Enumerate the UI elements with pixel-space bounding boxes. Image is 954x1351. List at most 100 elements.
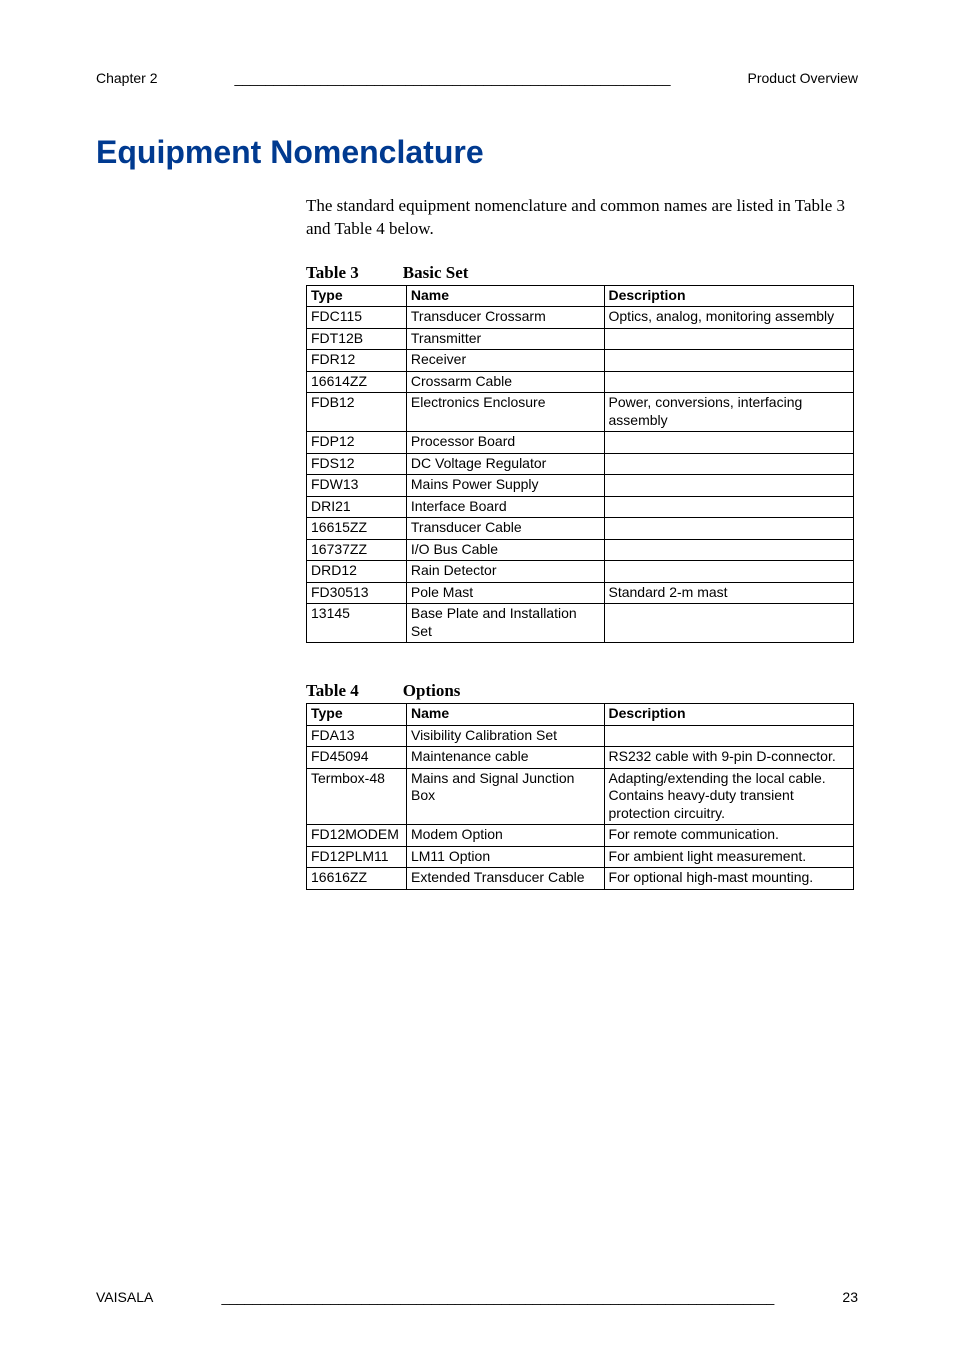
table-row: FDS12DC Voltage Regulator — [307, 453, 854, 475]
table3-cell: 13145 — [307, 604, 407, 643]
table3-cell: Rain Detector — [406, 561, 604, 583]
table-row: 13145Base Plate and Installation Set — [307, 604, 854, 643]
table3-cell: Transducer Cable — [406, 518, 604, 540]
table-row: Termbox-48Mains and Signal Junction BoxA… — [307, 768, 854, 825]
table3-cell: 16614ZZ — [307, 371, 407, 393]
table-row: 16615ZZTransducer Cable — [307, 518, 854, 540]
table3-cell — [604, 475, 854, 497]
table3-cell — [604, 539, 854, 561]
page-footer: VAISALA ________________________________… — [96, 1289, 858, 1305]
table4-cell: Maintenance cable — [406, 747, 604, 769]
table-row: FDT12BTransmitter — [307, 328, 854, 350]
table-row: FDP12Processor Board — [307, 432, 854, 454]
table4-col-desc: Description — [604, 704, 853, 726]
table4-label: Table 4 — [306, 681, 359, 701]
table-row: FDR12Receiver — [307, 350, 854, 372]
intro-paragraph: The standard equipment nomenclature and … — [306, 195, 858, 241]
table4-title: Options — [403, 681, 461, 701]
table3-cell: DC Voltage Regulator — [406, 453, 604, 475]
table4-cell: For optional high-mast mounting. — [604, 868, 853, 890]
table3-cell: Pole Mast — [406, 582, 604, 604]
table3-cell: Base Plate and Installation Set — [406, 604, 604, 643]
table3-cell: Electronics Enclosure — [406, 393, 604, 432]
table3-col-type: Type — [307, 285, 407, 307]
table3-col-name: Name — [406, 285, 604, 307]
table3-cell — [604, 328, 854, 350]
table4-cell: Mains and Signal Junction Box — [406, 768, 604, 825]
table-options: Type Name Description FDA13Visibility Ca… — [306, 703, 854, 890]
table4-cell: FD12MODEM — [307, 825, 407, 847]
table3-cell: Crossarm Cable — [406, 371, 604, 393]
table3-cell — [604, 561, 854, 583]
table4-caption: Table 4 Options — [306, 681, 858, 701]
table3-cell: 16615ZZ — [307, 518, 407, 540]
header-chapter: Chapter 2 — [96, 70, 157, 86]
table3-cell: FDS12 — [307, 453, 407, 475]
table3-title: Basic Set — [403, 263, 469, 283]
table3-cell: FDT12B — [307, 328, 407, 350]
table3-cell: Receiver — [406, 350, 604, 372]
table-row: FDA13Visibility Calibration Set — [307, 725, 854, 747]
table-row: FDB12Electronics EnclosurePower, convers… — [307, 393, 854, 432]
table4-col-type: Type — [307, 704, 407, 726]
footer-page-number: 23 — [842, 1289, 858, 1305]
table3-cell — [604, 371, 854, 393]
table3-cell: Power, conversions, interfacing assembly — [604, 393, 854, 432]
table-row: FD12PLM11LM11 OptionFor ambient light me… — [307, 846, 854, 868]
table3-cell: DRD12 — [307, 561, 407, 583]
table4-cell: FD45094 — [307, 747, 407, 769]
table3-cell: Standard 2-m mast — [604, 582, 854, 604]
table4-cell: Adapting/extending the local cable. Cont… — [604, 768, 853, 825]
table-row: 16616ZZExtended Transducer CableFor opti… — [307, 868, 854, 890]
table-row: FD30513Pole MastStandard 2-m mast — [307, 582, 854, 604]
table3-cell: Optics, analog, monitoring assembly — [604, 307, 854, 329]
table4-col-name: Name — [406, 704, 604, 726]
footer-rule: ________________________________________… — [221, 1289, 774, 1305]
table3-caption: Table 3 Basic Set — [306, 263, 858, 283]
table4-cell: Modem Option — [406, 825, 604, 847]
table3-cell: FDR12 — [307, 350, 407, 372]
table4-cell: Extended Transducer Cable — [406, 868, 604, 890]
table-row: DRI21Interface Board — [307, 496, 854, 518]
table4-cell: 16616ZZ — [307, 868, 407, 890]
table4-cell: For remote communication. — [604, 825, 853, 847]
table3-cell — [604, 604, 854, 643]
table3-cell: DRI21 — [307, 496, 407, 518]
header-section: Product Overview — [748, 70, 858, 86]
table-basic-set: Type Name Description FDC115Transducer C… — [306, 285, 854, 644]
table3-label: Table 3 — [306, 263, 359, 283]
table4-cell: FD12PLM11 — [307, 846, 407, 868]
table3-cell: Interface Board — [406, 496, 604, 518]
table-row: FD45094Maintenance cableRS232 cable with… — [307, 747, 854, 769]
table3-cell — [604, 350, 854, 372]
page-header: Chapter 2 ______________________________… — [96, 70, 858, 86]
table4-cell: FDA13 — [307, 725, 407, 747]
table-row: FD12MODEMModem OptionFor remote communic… — [307, 825, 854, 847]
table4-header-row: Type Name Description — [307, 704, 854, 726]
table-row: DRD12Rain Detector — [307, 561, 854, 583]
table4-cell: Visibility Calibration Set — [406, 725, 604, 747]
table3-cell: Transmitter — [406, 328, 604, 350]
table3-cell — [604, 432, 854, 454]
footer-brand: VAISALA — [96, 1289, 153, 1305]
table3-cell: Transducer Crossarm — [406, 307, 604, 329]
table4-cell: Termbox-48 — [307, 768, 407, 825]
table4-cell: RS232 cable with 9-pin D-connector. — [604, 747, 853, 769]
table4-cell — [604, 725, 853, 747]
table-row: FDW13Mains Power Supply — [307, 475, 854, 497]
table3-cell — [604, 518, 854, 540]
table3-cell — [604, 496, 854, 518]
table3-cell: FDW13 — [307, 475, 407, 497]
table3-cell: FDP12 — [307, 432, 407, 454]
table3-cell: FD30513 — [307, 582, 407, 604]
table3-cell: FDC115 — [307, 307, 407, 329]
header-rule: ________________________________________… — [234, 70, 670, 86]
table3-cell: 16737ZZ — [307, 539, 407, 561]
section-title: Equipment Nomenclature — [96, 134, 858, 171]
table4-cell: For ambient light measurement. — [604, 846, 853, 868]
table-row: FDC115Transducer CrossarmOptics, analog,… — [307, 307, 854, 329]
table3-cell: Mains Power Supply — [406, 475, 604, 497]
table3-cell: I/O Bus Cable — [406, 539, 604, 561]
table-row: 16614ZZCrossarm Cable — [307, 371, 854, 393]
table3-header-row: Type Name Description — [307, 285, 854, 307]
